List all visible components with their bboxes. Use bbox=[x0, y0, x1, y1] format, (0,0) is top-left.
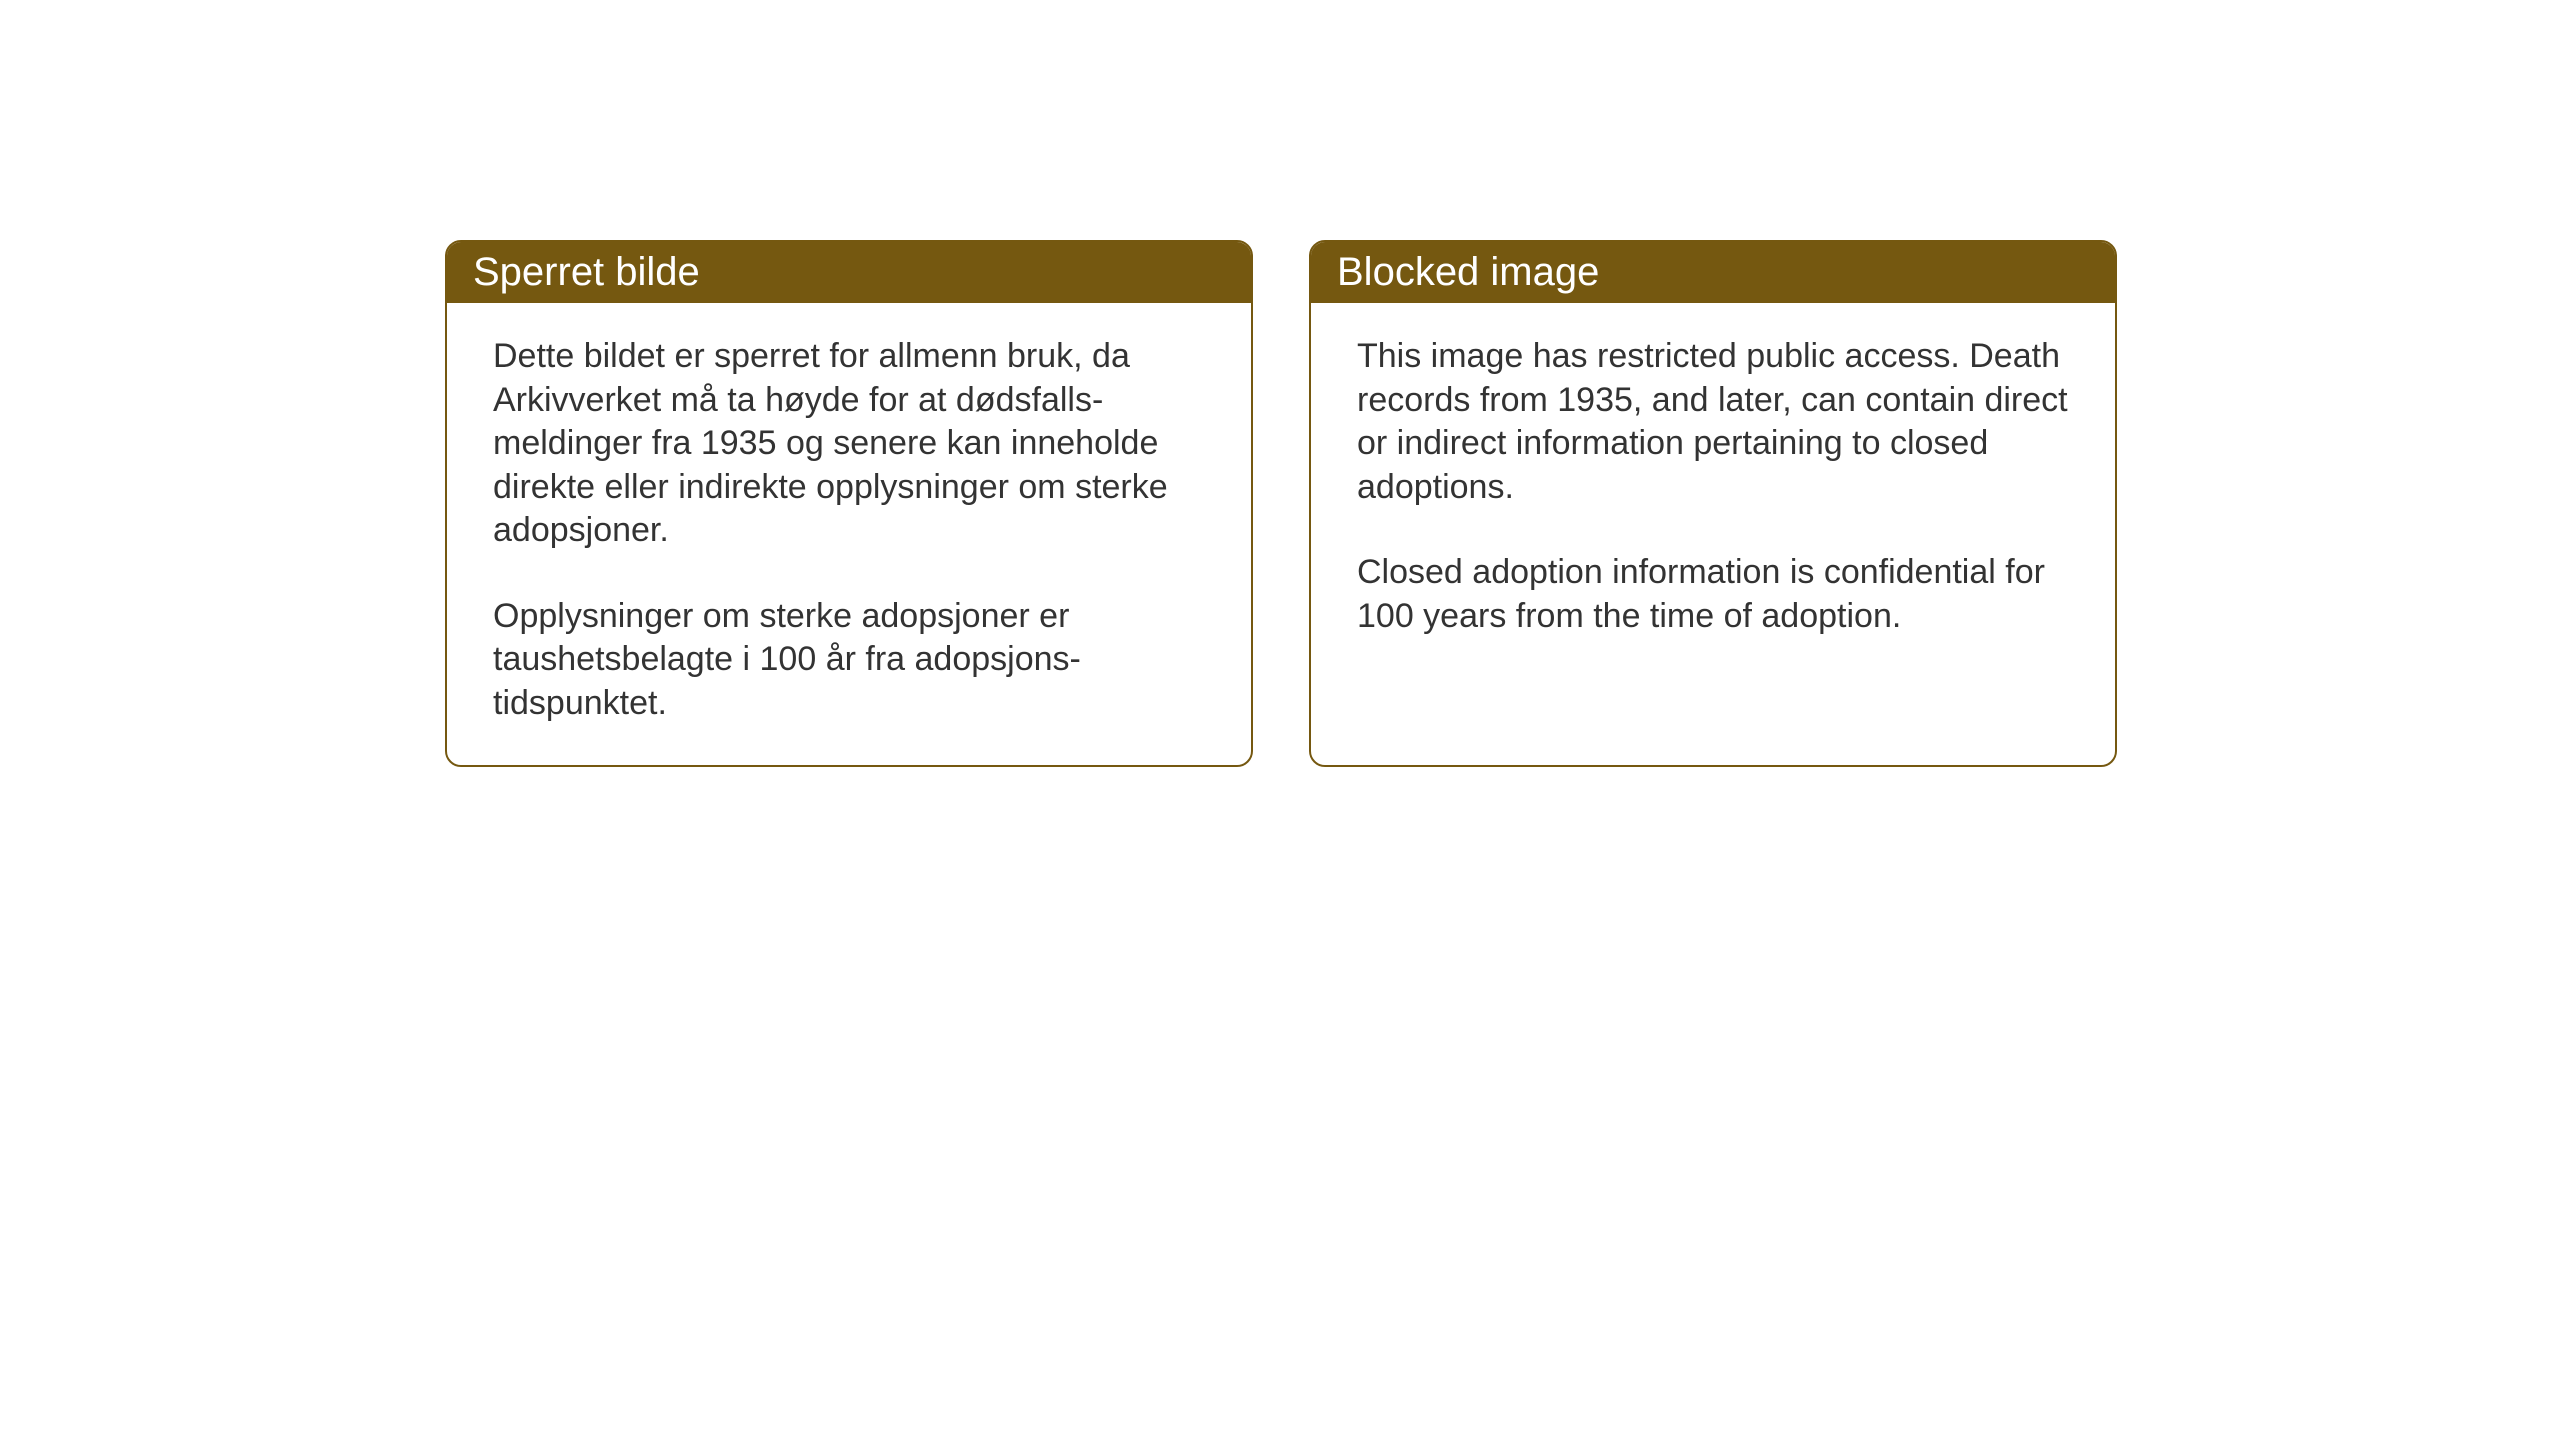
notice-body-english: This image has restricted public access.… bbox=[1311, 303, 2115, 678]
notice-title-norwegian: Sperret bilde bbox=[473, 250, 700, 294]
notice-header-norwegian: Sperret bilde bbox=[447, 242, 1251, 303]
notice-header-english: Blocked image bbox=[1311, 242, 2115, 303]
notice-card-english: Blocked image This image has restricted … bbox=[1309, 240, 2117, 767]
notice-container: Sperret bilde Dette bildet er sperret fo… bbox=[445, 240, 2117, 767]
notice-paragraph-1-norwegian: Dette bildet er sperret for allmenn bruk… bbox=[493, 335, 1205, 553]
notice-paragraph-2-norwegian: Opplysninger om sterke adopsjoner er tau… bbox=[493, 595, 1205, 726]
notice-card-norwegian: Sperret bilde Dette bildet er sperret fo… bbox=[445, 240, 1253, 767]
notice-body-norwegian: Dette bildet er sperret for allmenn bruk… bbox=[447, 303, 1251, 765]
notice-paragraph-2-english: Closed adoption information is confident… bbox=[1357, 551, 2069, 638]
notice-title-english: Blocked image bbox=[1337, 250, 1599, 294]
notice-paragraph-1-english: This image has restricted public access.… bbox=[1357, 335, 2069, 509]
